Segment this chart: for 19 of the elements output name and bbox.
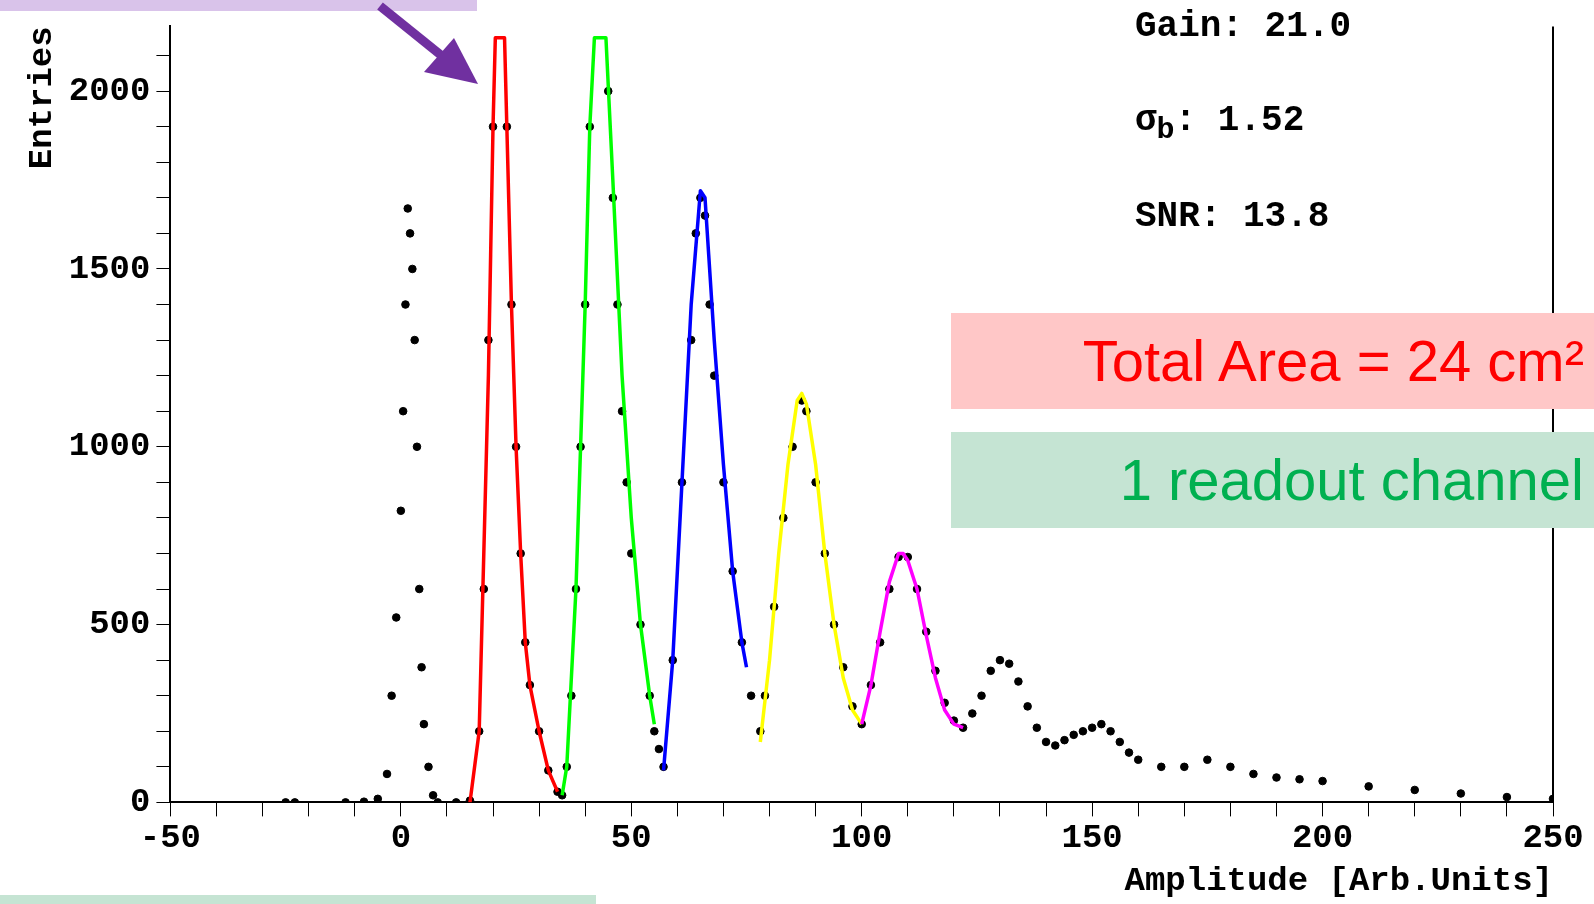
x-tick-label: 50: [610, 819, 652, 858]
y-tick-label: 1000: [68, 427, 151, 466]
annotation: Total Area = 24 cm²: [951, 313, 1594, 409]
annotation: Gain: 21.0: [1135, 6, 1352, 47]
annotation: SNR: 13.8: [1135, 196, 1330, 237]
x-axis-title: Amplitude [Arb.Units]: [1124, 862, 1553, 901]
x-tick-label: 0: [390, 819, 412, 858]
x-tick-label: -50: [139, 819, 202, 858]
y-tick-label: 500: [89, 605, 151, 644]
x-tick-label: 250: [1522, 819, 1584, 858]
x-tick-label: 200: [1291, 819, 1354, 858]
annotation: σ$_{b}$: 1.52: [1135, 100, 1305, 148]
y-tick-label: 1500: [68, 249, 151, 288]
y-axis-title: Entries: [22, 26, 61, 170]
x-tick-label: 100: [831, 819, 893, 858]
y-tick-label: 0: [130, 782, 151, 821]
y-tick-label: 2000: [68, 71, 151, 110]
x-tick-label: 150: [1061, 819, 1123, 858]
annotation: 1 readout channel: [951, 432, 1594, 528]
